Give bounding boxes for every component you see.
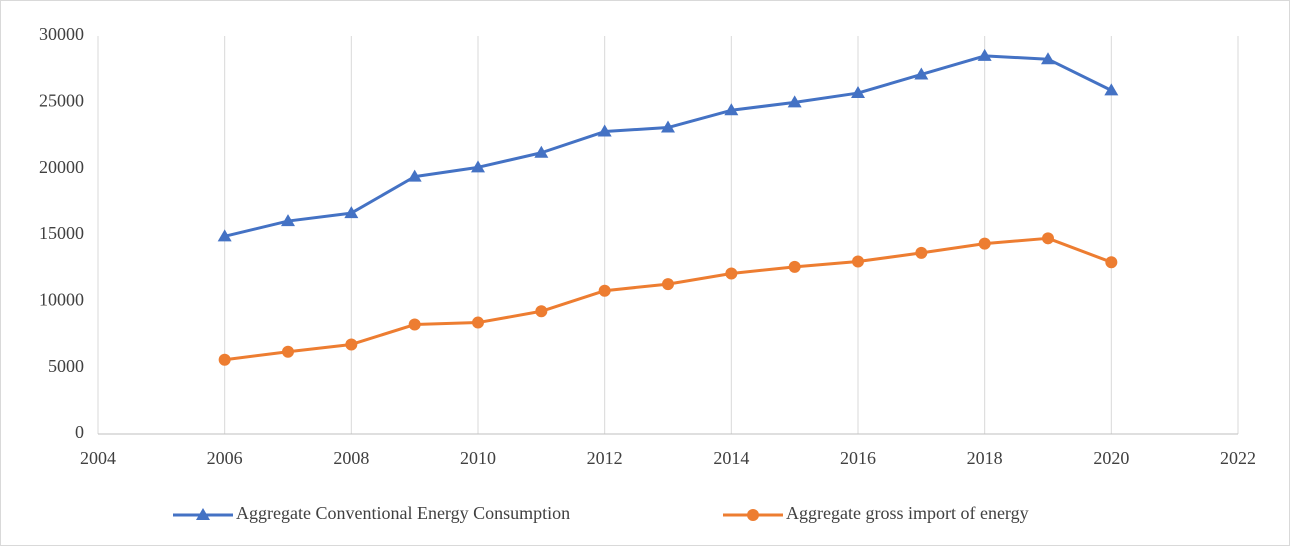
data-point: [725, 267, 738, 280]
legend-label: Aggregate Conventional Energy Consumptio…: [236, 503, 570, 523]
y-tick-label: 20000: [39, 157, 84, 177]
data-point: [218, 353, 231, 366]
data-point: [1104, 83, 1119, 96]
x-tick-label: 2004: [80, 448, 116, 468]
data-point: [534, 145, 549, 158]
x-tick-label: 2018: [967, 448, 1003, 468]
legend-label: Aggregate gross import of energy: [786, 503, 1029, 523]
y-tick-label: 25000: [39, 90, 84, 110]
y-tick-label: 30000: [39, 24, 84, 44]
data-point: [471, 160, 485, 173]
data-point: [472, 316, 484, 329]
data-point: [914, 67, 929, 80]
data-point: [915, 246, 928, 259]
x-tick-label: 2012: [587, 448, 623, 468]
data-point: [788, 260, 801, 273]
y-tick-label: 5000: [48, 356, 84, 376]
data-point: [408, 318, 421, 331]
data-point: [978, 237, 991, 250]
x-tick-label: 2008: [333, 448, 369, 468]
data-point: [597, 124, 612, 137]
legend-marker: [196, 508, 210, 520]
y-tick-label: 15000: [39, 223, 84, 243]
data-point: [535, 305, 548, 318]
legend-marker: [747, 509, 759, 521]
data-point: [661, 120, 675, 133]
data-point: [407, 169, 422, 182]
x-tick-label: 2022: [1220, 448, 1256, 468]
data-point: [1041, 52, 1055, 65]
data-point: [852, 255, 864, 268]
data-point: [281, 214, 295, 227]
data-point: [344, 206, 359, 219]
data-point: [662, 278, 674, 291]
x-tick-label: 2020: [1093, 448, 1129, 468]
data-point: [724, 103, 739, 116]
data-point: [598, 284, 611, 297]
x-tick-label: 2006: [207, 448, 243, 468]
x-tick-label: 2016: [840, 448, 876, 468]
x-tick-label: 2010: [460, 448, 496, 468]
x-tick-label: 2014: [713, 448, 749, 468]
data-point: [282, 345, 294, 358]
data-point: [345, 338, 358, 351]
data-point: [1105, 256, 1118, 269]
data-point: [787, 95, 802, 108]
y-tick-label: 0: [75, 422, 84, 442]
data-point: [217, 229, 232, 242]
data-point: [1042, 232, 1054, 245]
y-tick-label: 10000: [39, 289, 84, 309]
data-point: [851, 86, 865, 99]
data-point: [977, 48, 992, 61]
